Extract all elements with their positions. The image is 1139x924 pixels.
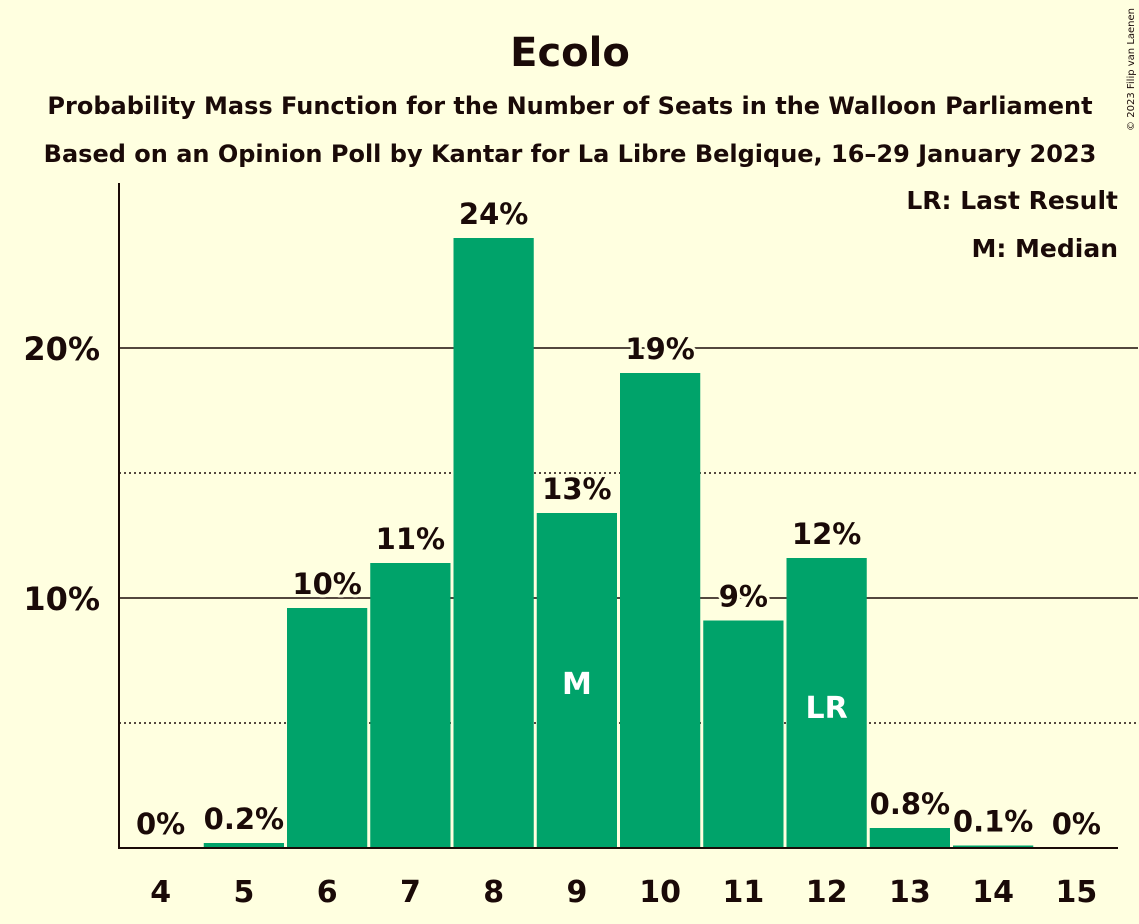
x-tick-label-11: 11 xyxy=(723,875,765,910)
bar-seats-11 xyxy=(703,620,784,848)
axes xyxy=(118,183,1118,849)
bar-value-label-5: 0.2% xyxy=(204,802,284,836)
x-tick-label-7: 7 xyxy=(400,875,421,910)
last-result-marker: LR xyxy=(806,691,848,726)
median-marker: M xyxy=(562,667,592,702)
bar-seats-10 xyxy=(620,373,701,848)
bar-value-label-8: 24% xyxy=(459,197,528,231)
legend-last-result: LR: Last Result xyxy=(906,186,1118,215)
bar-value-label-11: 9% xyxy=(719,580,768,614)
chart-subtitle-line-2: Based on an Opinion Poll by Kantar for L… xyxy=(44,140,1097,168)
x-tick-label-10: 10 xyxy=(639,875,681,910)
bar-seats-7 xyxy=(370,563,451,848)
chart-title: Ecolo xyxy=(510,30,630,76)
bar-seats-14 xyxy=(953,845,1034,848)
bar-value-label-15: 0% xyxy=(1052,807,1101,841)
x-tick-label-8: 8 xyxy=(483,875,504,910)
legend-median: M: Median xyxy=(971,234,1118,263)
bar-seats-5 xyxy=(203,843,284,848)
bar-value-label-14: 0.1% xyxy=(953,805,1033,839)
bar-value-label-6: 10% xyxy=(292,567,361,601)
x-tick-label-5: 5 xyxy=(233,875,254,910)
x-tick-label-13: 13 xyxy=(889,875,931,910)
bar-seats-8 xyxy=(453,238,534,848)
bar-seats-12 xyxy=(786,558,867,848)
bar-value-label-4: 0% xyxy=(136,807,185,841)
x-tick-label-9: 9 xyxy=(566,875,587,910)
bar-value-label-9: 13% xyxy=(542,472,611,506)
y-tick-label: 20% xyxy=(23,330,100,368)
x-tick-label-6: 6 xyxy=(317,875,338,910)
bar-value-label-12: 12% xyxy=(792,517,861,551)
bars xyxy=(203,238,1034,848)
x-tick-label-4: 4 xyxy=(150,875,171,910)
x-tick-label-14: 14 xyxy=(972,875,1014,910)
y-tick-label: 10% xyxy=(23,580,100,618)
chart-subtitle-line-1: Probability Mass Function for the Number… xyxy=(47,92,1092,120)
bar-seats-9 xyxy=(536,513,617,848)
x-tick-label-12: 12 xyxy=(806,875,848,910)
bar-seats-13 xyxy=(869,828,950,848)
x-tick-label-15: 15 xyxy=(1056,875,1098,910)
labels: 10% 20% 4 5 6 7 8 9 10 11 12 13 14 15 0% 0.2% 10% 11% 24% 1… xyxy=(23,194,1104,910)
bar-value-label-7: 11% xyxy=(376,522,445,556)
copyright-notice: © 2023 Filip van Laenen xyxy=(1126,8,1137,131)
bar-value-label-13: 0.8% xyxy=(870,787,950,821)
bar-seats-6 xyxy=(287,608,368,848)
bar-value-label-10: 19% xyxy=(625,332,694,366)
